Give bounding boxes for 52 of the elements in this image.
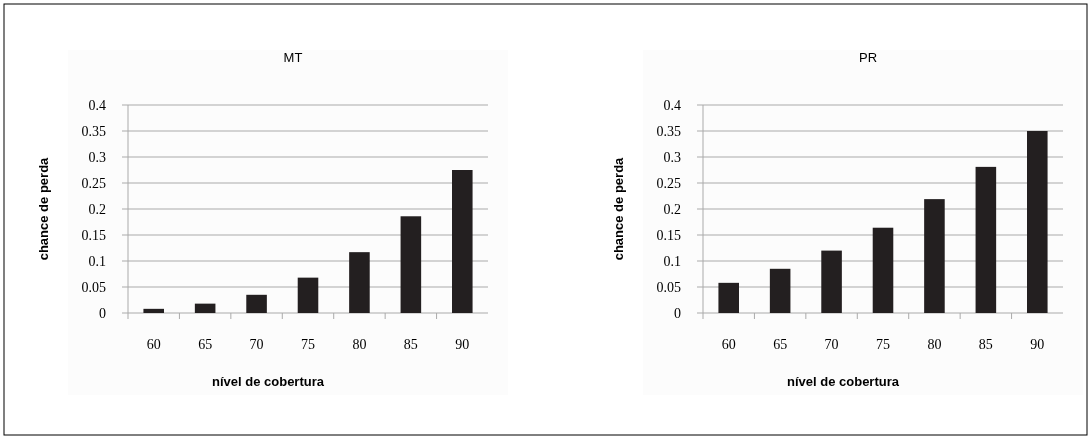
x-axis-title: nível de cobertura — [787, 374, 900, 389]
y-tick-label: 0.3 — [663, 149, 681, 165]
y-tick-label: 0.35 — [81, 123, 106, 139]
x-tick-label: 65 — [773, 337, 788, 352]
bar — [400, 216, 422, 313]
bar — [246, 294, 267, 313]
y-tick-label: 0.4 — [88, 97, 106, 113]
x-tick-label: 75 — [876, 337, 890, 352]
y-tick-label: 0.2 — [663, 201, 681, 217]
y-tick-label: 0.4 — [663, 97, 681, 113]
y-tick-label: 0 — [99, 305, 106, 321]
x-tick-label: 70 — [249, 337, 264, 352]
bar — [924, 199, 945, 313]
x-axis-title: nível de cobertura — [212, 374, 325, 389]
y-axis-title: chance de perda — [611, 156, 626, 261]
bar — [297, 277, 319, 313]
x-tick-label: 70 — [824, 337, 839, 352]
y-tick-label: 0.05 — [81, 279, 106, 295]
y-tick-label: 0.25 — [81, 175, 106, 191]
x-tick-label: 80 — [927, 337, 942, 352]
bar — [821, 250, 842, 313]
x-tick-label: 80 — [352, 337, 367, 352]
y-tick-label: 0.3 — [88, 149, 106, 165]
x-tick-label: 60 — [146, 337, 161, 352]
x-tick-label: 65 — [198, 337, 213, 352]
y-tick-label: 0.2 — [88, 201, 106, 217]
y-tick-label: 0.25 — [656, 175, 681, 191]
bar — [872, 227, 894, 313]
bar — [143, 308, 164, 313]
bar — [1027, 131, 1048, 313]
chart-title: MT — [283, 50, 303, 65]
y-tick-label: 0.15 — [656, 227, 681, 243]
x-tick-label: 85 — [403, 337, 418, 352]
x-tick-label: 60 — [721, 337, 736, 352]
y-tick-label: 0.35 — [656, 123, 681, 139]
y-tick-label: 0.05 — [656, 279, 681, 295]
bar — [349, 252, 370, 313]
bar — [769, 268, 791, 313]
bar — [194, 303, 216, 313]
bar — [718, 282, 739, 313]
y-tick-label: 0.1 — [663, 253, 681, 269]
bar — [975, 166, 997, 313]
chart-title: PR — [858, 50, 878, 65]
bar — [452, 170, 473, 313]
y-tick-label: 0.1 — [88, 253, 106, 269]
x-tick-label: 85 — [978, 337, 993, 352]
x-tick-label: 90 — [1030, 337, 1045, 352]
x-tick-label: 75 — [301, 337, 315, 352]
y-axis-title: chance de perda — [36, 156, 51, 261]
y-tick-label: 0 — [674, 305, 681, 321]
x-tick-label: 90 — [455, 337, 470, 352]
y-tick-label: 0.15 — [81, 227, 106, 243]
